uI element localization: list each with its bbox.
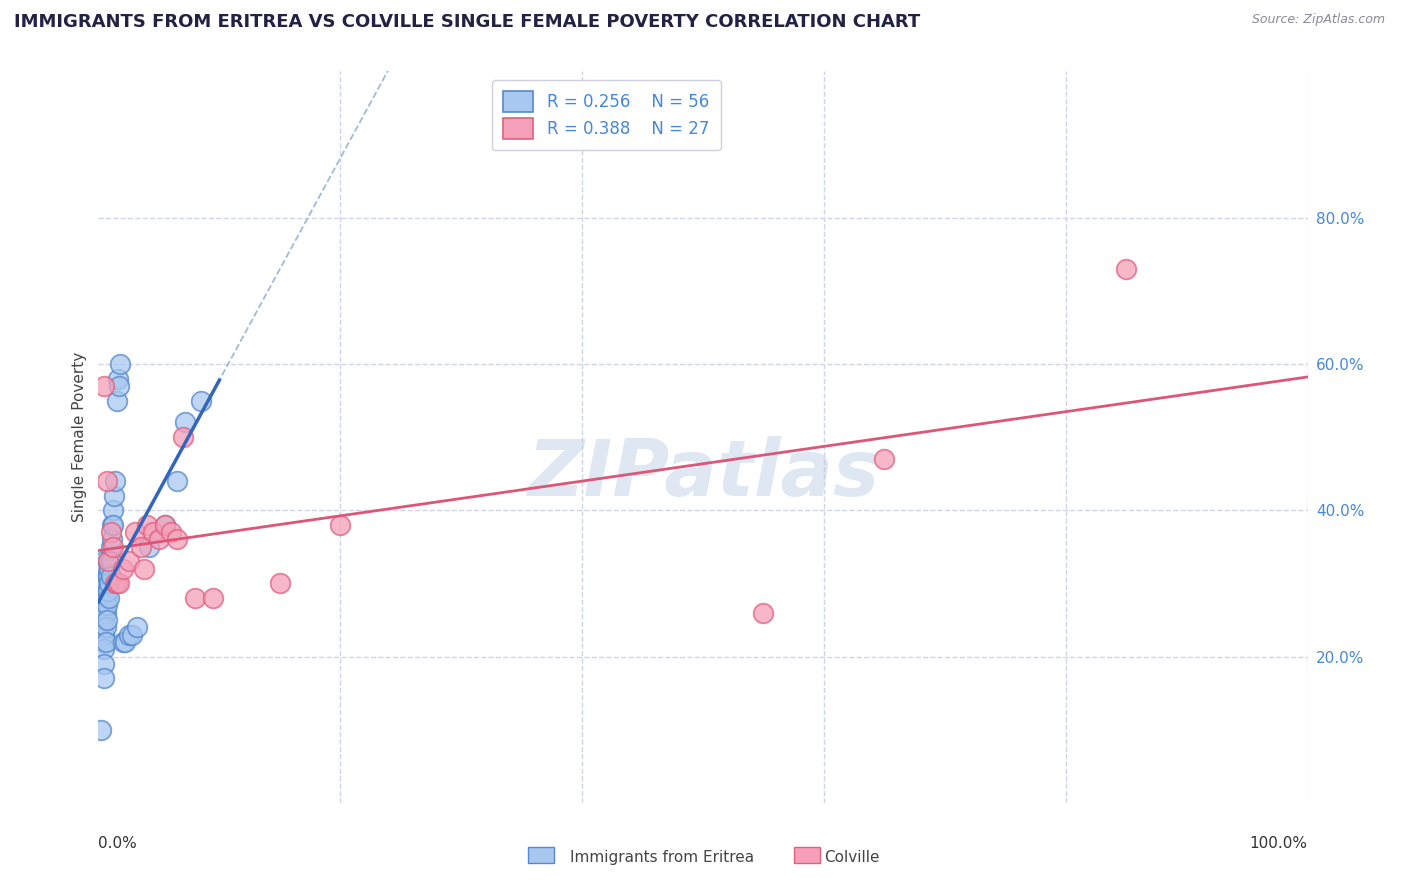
Point [91, 606, 114, 620]
Point [98, 576, 121, 591]
Text: IMMIGRANTS FROM ERITREA VS COLVILLE SINGLE FEMALE POVERTY CORRELATION CHART: IMMIGRANTS FROM ERITREA VS COLVILLE SING… [14, 13, 921, 31]
Legend: R = 0.256    N = 56, R = 0.388    N = 27: R = 0.256 N = 56, R = 0.388 N = 27 [492, 79, 721, 151]
Point [100, 517, 122, 532]
Point [121, 627, 143, 641]
Text: Immigrants from Eritrea: Immigrants from Eritrea [569, 850, 754, 865]
Point [127, 620, 149, 634]
Point [100, 533, 122, 547]
Point [166, 474, 188, 488]
Text: 0.0%: 0.0% [98, 836, 138, 851]
Point [107, 371, 129, 385]
Point [873, 452, 896, 467]
Point [329, 517, 352, 532]
Point [101, 503, 124, 517]
Point [129, 540, 152, 554]
Point [100, 569, 122, 583]
Point [96, 599, 118, 613]
Point [108, 379, 131, 393]
Point [97, 554, 120, 568]
Point [166, 533, 188, 547]
Point [114, 635, 136, 649]
Point [94, 635, 117, 649]
Text: Source: ZipAtlas.com: Source: ZipAtlas.com [1251, 13, 1385, 27]
Point [96, 583, 118, 598]
Point [91, 635, 114, 649]
Point [93, 627, 115, 641]
Point [90, 723, 112, 737]
Point [93, 657, 115, 671]
Point [142, 525, 165, 540]
Point [752, 606, 775, 620]
Point [91, 591, 114, 605]
Point [105, 393, 128, 408]
FancyBboxPatch shape [793, 847, 820, 863]
Point [104, 576, 127, 591]
Point [93, 599, 115, 613]
Point [118, 554, 141, 568]
FancyBboxPatch shape [527, 847, 554, 863]
Point [94, 591, 117, 605]
Point [100, 554, 122, 568]
Point [93, 569, 115, 583]
Point [94, 562, 117, 576]
Point [91, 620, 114, 634]
Point [269, 576, 291, 591]
Point [138, 540, 160, 554]
Point [93, 379, 115, 393]
Point [101, 517, 124, 532]
Point [97, 583, 120, 598]
Point [96, 474, 118, 488]
Point [108, 357, 131, 371]
Point [111, 562, 134, 576]
Point [103, 489, 125, 503]
Point [97, 569, 120, 583]
Point [174, 416, 197, 430]
Point [91, 576, 114, 591]
Point [93, 554, 115, 568]
Point [172, 430, 194, 444]
Point [91, 591, 114, 605]
Point [190, 393, 212, 408]
Point [134, 562, 156, 576]
Text: ZIPatlas: ZIPatlas [527, 435, 879, 512]
Point [97, 554, 120, 568]
Point [93, 583, 115, 598]
Point [105, 576, 128, 591]
Point [93, 613, 115, 627]
Text: 100.0%: 100.0% [1250, 836, 1308, 851]
Point [94, 620, 117, 634]
Point [96, 569, 118, 583]
Text: Colville: Colville [824, 850, 879, 865]
Point [184, 591, 207, 605]
Point [96, 613, 118, 627]
Y-axis label: Single Female Poverty: Single Female Poverty [72, 352, 87, 522]
Point [101, 540, 124, 554]
Point [118, 627, 141, 641]
Point [135, 517, 157, 532]
Point [108, 576, 131, 591]
Point [1115, 261, 1137, 276]
Point [100, 525, 122, 540]
Point [104, 474, 127, 488]
Point [93, 672, 115, 686]
Point [91, 613, 114, 627]
Point [94, 576, 117, 591]
Point [160, 525, 183, 540]
Point [148, 533, 170, 547]
Point [94, 606, 117, 620]
Point [98, 591, 121, 605]
Point [124, 525, 146, 540]
Point [93, 642, 115, 657]
Point [100, 540, 122, 554]
Point [111, 635, 134, 649]
Point [153, 517, 176, 532]
Point [98, 562, 121, 576]
Point [153, 517, 176, 532]
Point [202, 591, 225, 605]
